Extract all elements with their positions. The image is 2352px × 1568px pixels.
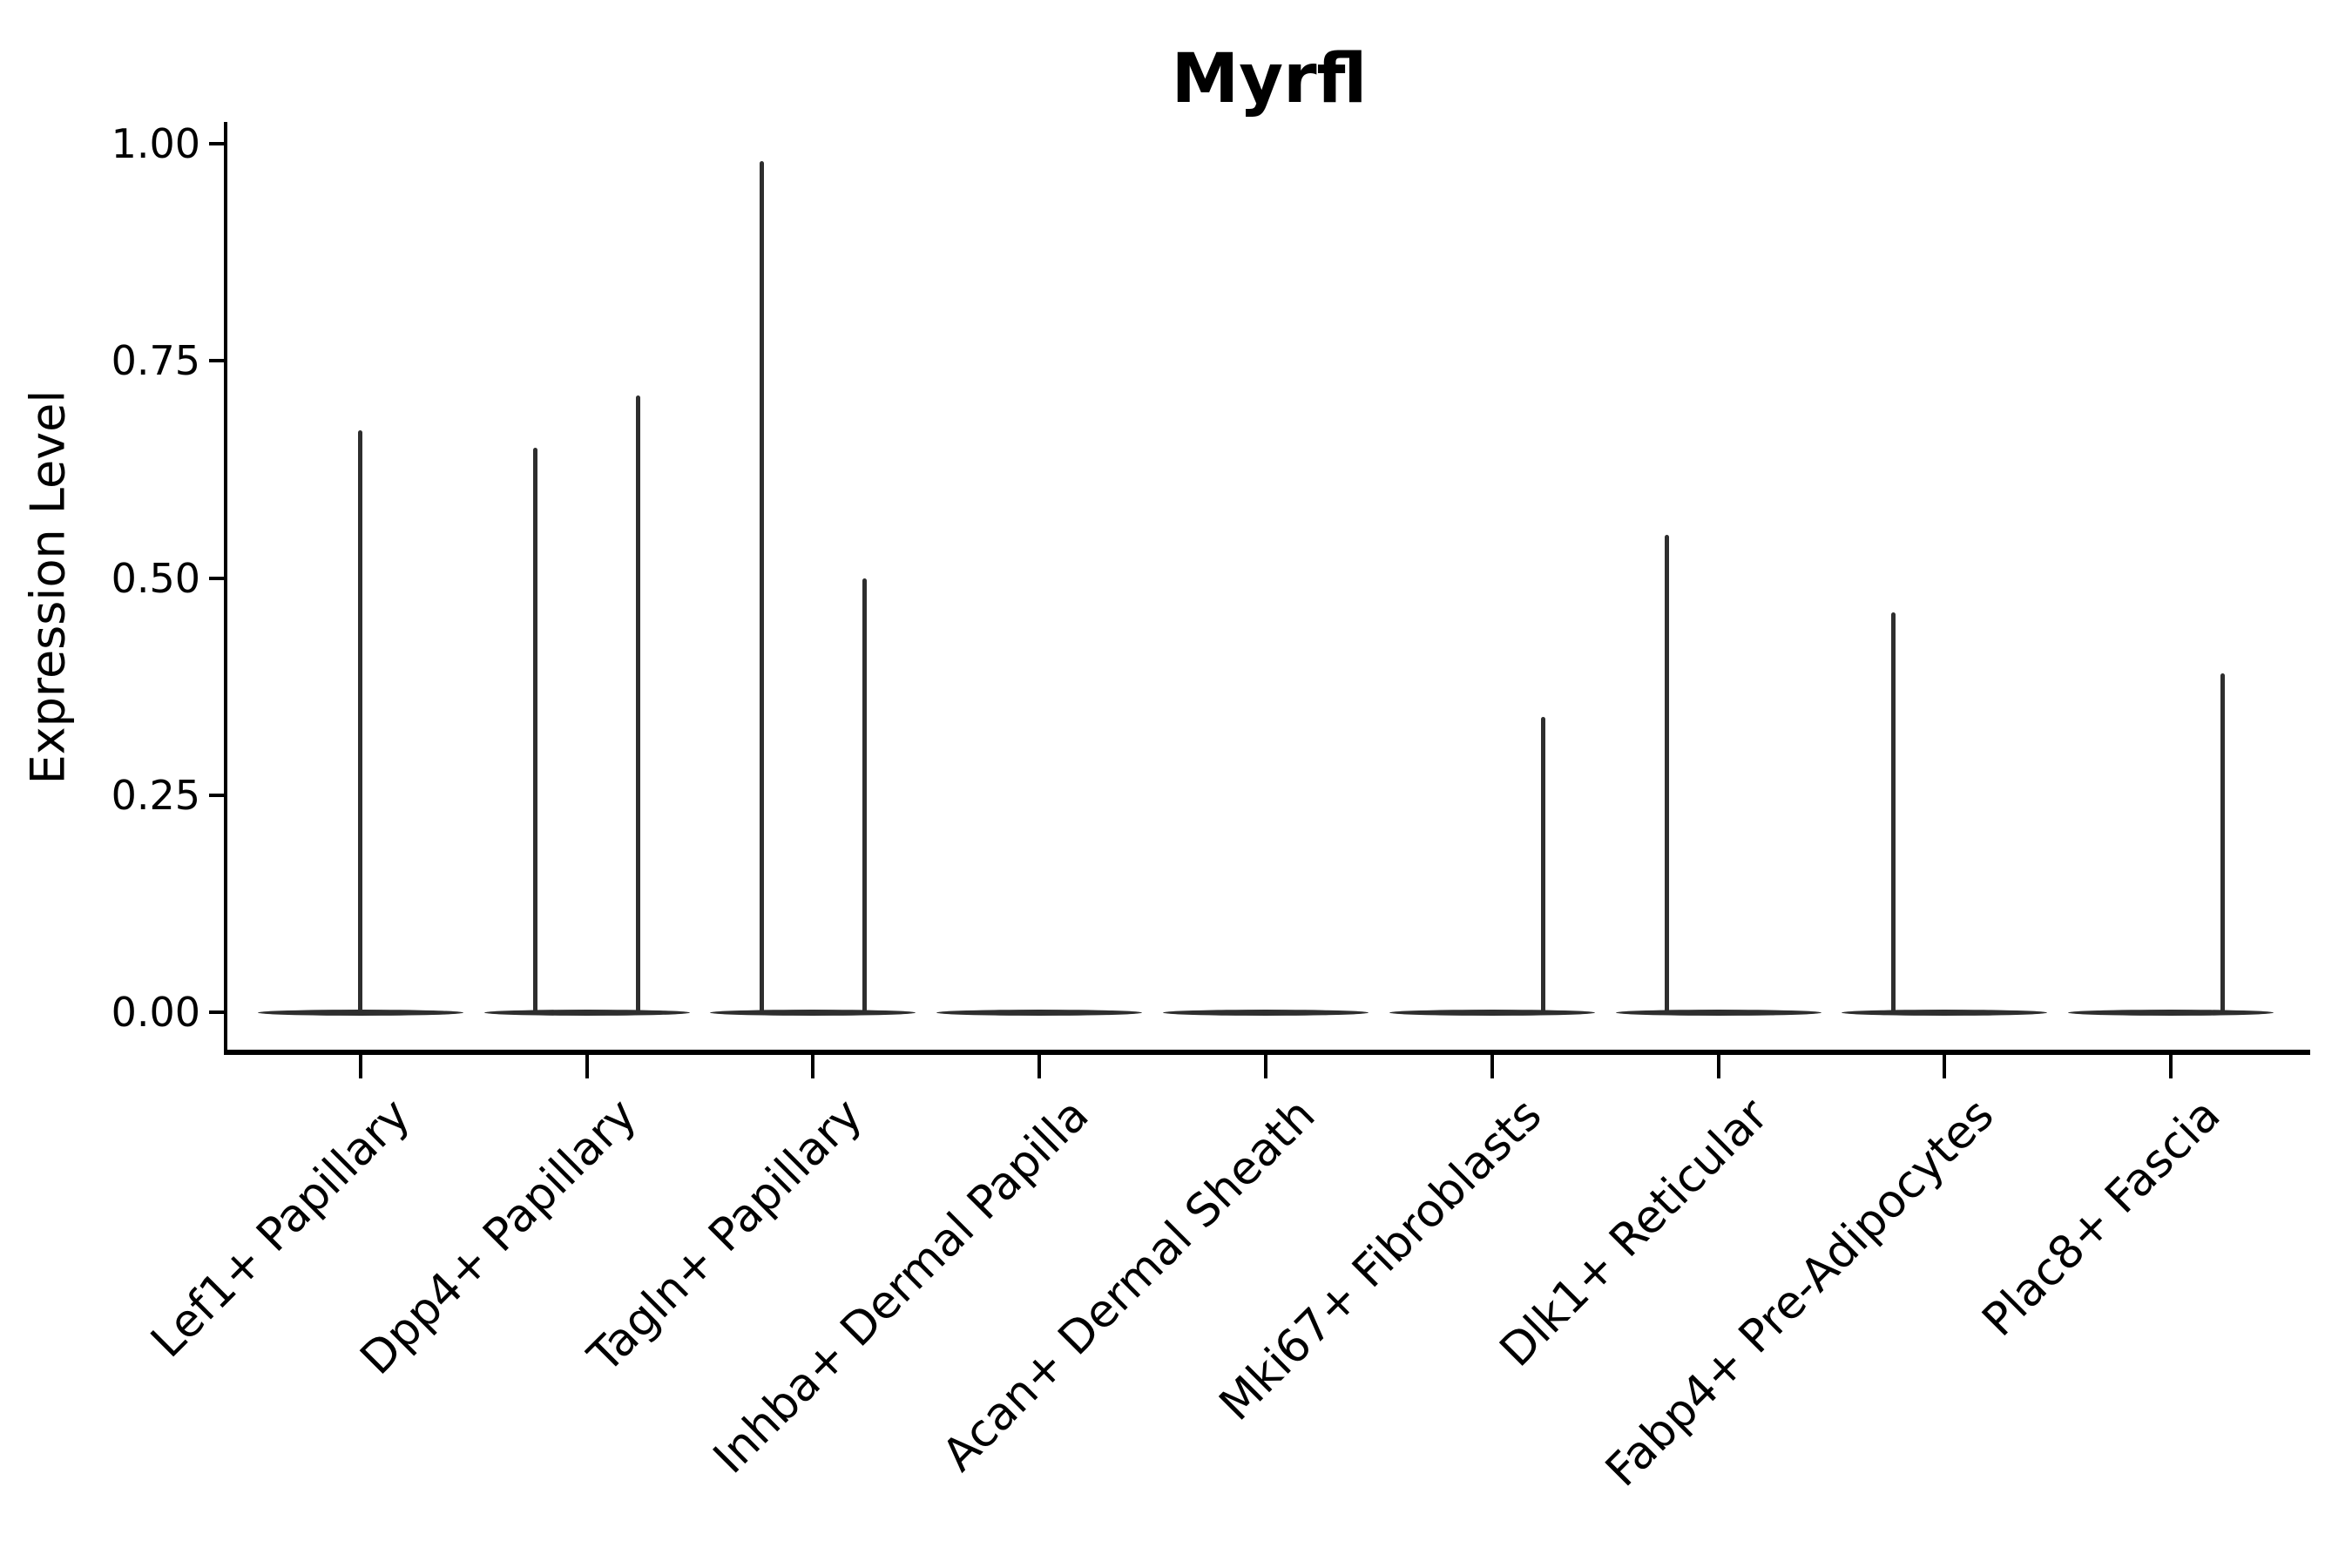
expression-spike xyxy=(1665,534,1669,1012)
violin-body xyxy=(710,1009,916,1016)
x-tick-mark xyxy=(1943,1055,1947,1078)
x-tick-mark xyxy=(1490,1055,1494,1078)
expression-spike xyxy=(2220,673,2225,1012)
y-tick-label: 1.00 xyxy=(111,120,200,167)
y-tick-mark xyxy=(209,793,224,797)
expression-spike xyxy=(1890,612,1896,1012)
x-tick-mark xyxy=(811,1055,815,1078)
violin-body xyxy=(1162,1009,1369,1016)
y-tick-mark xyxy=(209,1010,224,1014)
x-tick-mark xyxy=(2169,1055,2173,1078)
x-tick-mark xyxy=(1037,1055,1042,1078)
violin-body xyxy=(1615,1009,1821,1016)
x-tick-mark xyxy=(358,1055,362,1078)
violin-body xyxy=(483,1009,690,1016)
expression-spike xyxy=(533,447,537,1012)
expression-spike xyxy=(636,395,640,1012)
chart-title: Myrfl xyxy=(1171,40,1368,118)
expression-spike xyxy=(759,160,764,1012)
violin-body xyxy=(936,1009,1143,1016)
x-tick-mark xyxy=(1263,1055,1267,1078)
y-tick-mark xyxy=(209,576,224,580)
violin-body xyxy=(1842,1009,2048,1016)
x-tick-mark xyxy=(1716,1055,1720,1078)
y-tick-label: 0.75 xyxy=(111,337,200,385)
y-axis-spine xyxy=(224,122,227,1054)
x-tick-mark xyxy=(585,1055,589,1078)
expression-spike xyxy=(862,578,867,1012)
y-tick-mark xyxy=(209,142,224,145)
expression-spike xyxy=(358,430,363,1012)
y-tick-mark xyxy=(209,359,224,363)
violin-body xyxy=(1389,1009,1595,1016)
x-axis-spine xyxy=(224,1050,2310,1055)
expression-spike xyxy=(1541,717,1546,1012)
y-tick-label: 0.00 xyxy=(111,989,200,1036)
violin-body xyxy=(2068,1009,2274,1016)
y-tick-label: 0.50 xyxy=(111,554,200,602)
y-tick-label: 0.25 xyxy=(111,771,200,819)
violin-body xyxy=(257,1009,463,1016)
